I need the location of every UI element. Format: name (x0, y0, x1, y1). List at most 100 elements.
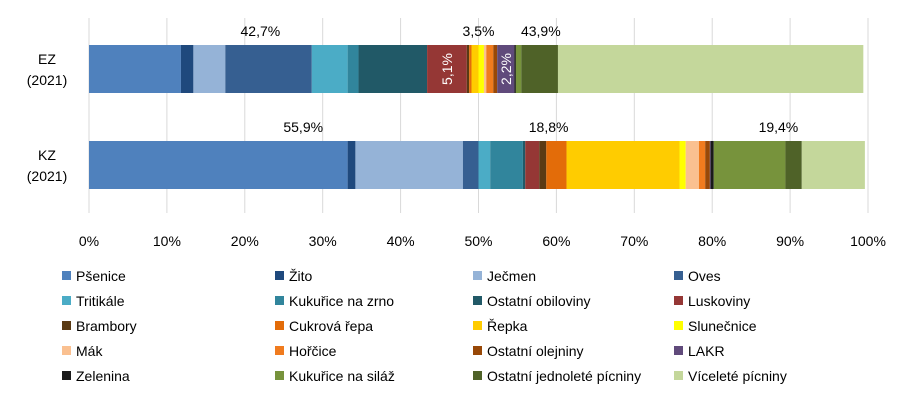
legend-swatch (674, 346, 683, 355)
bar-segment (490, 141, 523, 189)
legend-item: Kukuřice na siláž (275, 368, 395, 384)
legend-label: Ječmen (487, 268, 536, 284)
x-tick-label: 80% (698, 233, 726, 249)
legend-label: Pšenice (76, 268, 126, 284)
bar-segment (522, 141, 526, 189)
data-label: 43,9% (521, 23, 561, 39)
legend-label: Slunečnice (688, 318, 757, 334)
legend-label: Hořčice (289, 343, 337, 359)
legend-item: Ostatní olejniny (473, 343, 584, 359)
bar-segment (521, 45, 558, 93)
bar-segment (801, 141, 865, 189)
x-tick-label: 10% (153, 233, 181, 249)
bar-segment (466, 45, 470, 93)
bar-segment (566, 141, 680, 189)
legend-item: Řepka (473, 318, 528, 334)
legend-item: Ječmen (473, 268, 536, 284)
legend-label: Kukuřice na siláž (289, 368, 395, 384)
bar-segment (347, 141, 356, 189)
bar-segment (478, 45, 484, 93)
legend-item: Žito (275, 268, 313, 284)
legend-item: Ostatní obiloviny (473, 293, 591, 309)
legend-item: Cukrová řepa (275, 318, 373, 334)
x-tick-label: 60% (542, 233, 570, 249)
legend-item: Pšenice (62, 268, 126, 284)
legend-item: Zelenina (62, 368, 130, 384)
legend-label: Brambory (76, 318, 137, 334)
data-annotations: 42,7% 5,1% 3,5%2,2% 43,9% 55,9% 18,8% 19,4% (241, 23, 799, 135)
legend-item: LAKR (674, 343, 725, 359)
legend-label: Žito (289, 268, 313, 284)
legend-item: Brambory (62, 318, 137, 334)
legend: Pšenice Žito Ječmen Oves Tritikále Kukuřice n… (62, 268, 787, 384)
legend-label: Tritikále (76, 293, 125, 309)
bar-segment (469, 45, 472, 93)
bar-segment (685, 141, 699, 189)
legend-swatch (62, 271, 71, 280)
bar-segment (486, 45, 494, 93)
bar-segment (89, 141, 348, 189)
legend-swatch (674, 321, 683, 330)
bar-segment (358, 45, 428, 93)
legend-item: Kukuřice na zrno (275, 293, 394, 309)
bar-segment (355, 141, 463, 189)
x-tick-label: 20% (231, 233, 259, 249)
x-tick-label: 100% (850, 233, 886, 249)
legend-item: Luskoviny (674, 293, 750, 309)
data-label: 19,4% (759, 119, 799, 135)
legend-swatch (473, 371, 482, 380)
legend-label: Kukuřice na zrno (289, 293, 394, 309)
legend-swatch (62, 371, 71, 380)
data-label: 2,2% (498, 53, 514, 85)
x-tick-label: 40% (387, 233, 415, 249)
legend-swatch (62, 296, 71, 305)
x-tick-label: 70% (620, 233, 648, 249)
bar-segment (705, 141, 710, 189)
legend-swatch (275, 296, 284, 305)
bar-segment (471, 45, 479, 93)
data-label: 42,7% (241, 23, 281, 39)
bar-segment (193, 45, 226, 93)
legend-swatch (674, 296, 683, 305)
legend-swatch (473, 296, 482, 305)
data-label: 3,5% (463, 23, 495, 39)
x-tick-label: 30% (309, 233, 337, 249)
bar-segment (679, 141, 686, 189)
legend-swatch (473, 271, 482, 280)
bar-segment (462, 141, 479, 189)
legend-item: Slunečnice (674, 318, 757, 334)
legend-label: Oves (688, 268, 721, 284)
legend-item: Ostatní jednoleté pícniny (473, 368, 641, 384)
legend-swatch (275, 346, 284, 355)
bar-segment (427, 45, 467, 93)
bar-segment (311, 45, 348, 93)
legend-swatch (275, 271, 284, 280)
legend-item: Hořčice (275, 343, 337, 359)
bar-segment (180, 45, 194, 93)
legend-swatch (62, 346, 71, 355)
legend-item: Víceleté pícniny (674, 368, 787, 384)
bar-segment (539, 141, 547, 189)
bar-segment (89, 45, 181, 93)
x-tick-label: 0% (79, 233, 99, 249)
bar-segment (713, 141, 786, 189)
legend-label: Cukrová řepa (289, 318, 373, 334)
data-label: 55,9% (283, 119, 323, 135)
bar-segment (785, 141, 802, 189)
legend-label: Ostatní obiloviny (487, 293, 591, 309)
bar-segment (546, 141, 567, 189)
category-labels: EZ (2021) KZ (2021) (27, 51, 67, 184)
legend-swatch (62, 321, 71, 330)
legend-item: Oves (674, 268, 721, 284)
bar-segment (225, 45, 312, 93)
bar-segment (557, 45, 864, 93)
bar-segment (514, 45, 516, 93)
bar-segment (478, 141, 491, 189)
legend-item: Mák (62, 343, 103, 359)
legend-item: Tritikále (62, 293, 125, 309)
bars-group (89, 45, 865, 189)
category-label: KZ (2021) (27, 147, 67, 184)
data-label: 18,8% (529, 119, 569, 135)
legend-swatch (473, 321, 482, 330)
